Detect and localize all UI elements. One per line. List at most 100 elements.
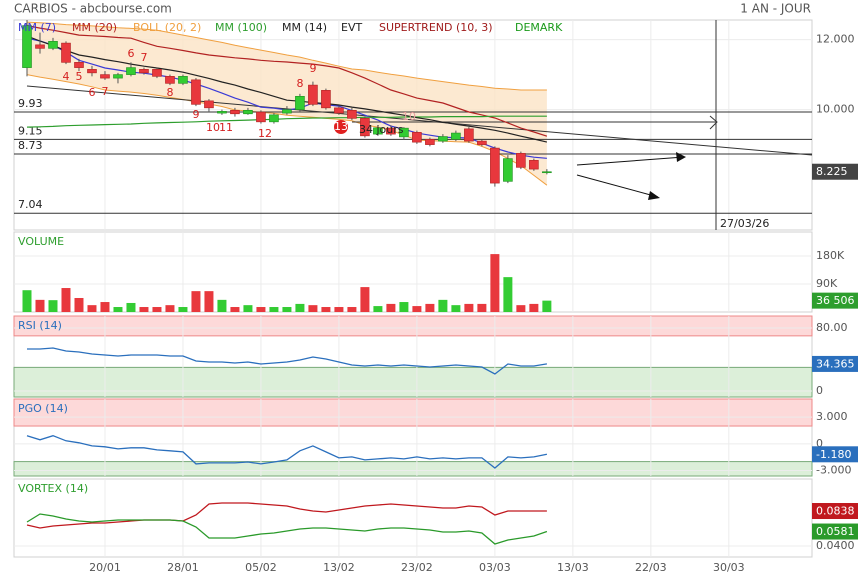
indicator-line [26,513,548,545]
volume-bar [334,307,344,312]
candle-body [178,76,188,84]
candle-body [373,127,383,135]
volume-bar [282,307,292,312]
volume-bar [48,300,58,312]
moving-average [26,25,548,137]
moving-average [26,35,548,143]
volume-bar [360,287,370,312]
demark-count: 5 [76,70,83,83]
candle-body [48,41,58,49]
candle-body [74,62,84,68]
volume-bar [477,303,487,312]
volume-bar [191,291,201,312]
candle-body [438,136,448,142]
candle-body [230,110,240,115]
candle-body [360,118,370,137]
volume-bar [386,303,396,312]
last-value: 34.365 [816,357,855,370]
candle-body [126,67,136,75]
volume-bar [100,302,110,312]
volume-bar [165,305,175,312]
candle-body [399,127,409,138]
x-tick-label: 03/03 [479,561,511,574]
candle-body [22,25,32,68]
volume-bar [542,300,552,312]
demark-count: 10 [206,121,220,134]
last-value: -1.180 [816,448,851,461]
last-value: 0.0838 [816,505,855,518]
bollinger-lower [26,74,548,186]
demark-count: 10 [402,110,416,123]
candle-body [87,69,97,74]
volume-bar [321,307,331,312]
volume-bar [61,288,71,312]
legend-item: DEMARK [515,21,563,34]
volume-bar [425,303,435,312]
moving-average [26,115,547,128]
demark-count: 6 [128,47,135,60]
oversold-zone [13,366,813,398]
candle-body [503,158,513,182]
period: 1 AN - JOUR [740,2,811,16]
candle-body [152,69,162,77]
volume-bar [178,307,188,312]
indicator-line [27,347,548,375]
volume-bar [529,303,539,312]
candle-body [100,74,110,79]
volume-bar [87,305,97,312]
x-tick-label: 13/02 [323,561,355,574]
y-tick-label: 0.0400 [816,539,855,552]
last-value-box [812,503,858,520]
candle-body [529,160,539,170]
level-label: 7.04 [18,198,43,211]
candle-body [386,127,396,135]
arrow [576,174,659,198]
demark-count: 8 [297,77,304,90]
last-price-box [812,163,858,180]
annotation: 34 jours [359,123,404,136]
demark-count: 9 [310,62,317,75]
volume-bar [35,299,45,312]
demark-count: 7 [102,85,109,98]
y-tick-label: 10.000 [816,103,855,116]
volume-bar [464,303,474,312]
y-tick-label: -3.000 [816,463,851,476]
volume-bar [373,306,383,312]
candle-body [425,139,435,145]
volume-bar [230,307,240,312]
page-title: CARBIOS - abcbourse.com [14,2,172,16]
y-tick-label: 180K [816,249,845,262]
volume-bar [516,305,526,312]
x-tick-label: 30/03 [713,561,745,574]
x-tick-label: 20/01 [89,561,121,574]
last-price: 8.225 [816,165,848,178]
demark-count: 6 [89,86,96,99]
panel [13,231,813,313]
demark-count: 11 [219,121,233,134]
y-tick-label: 12.000 [816,33,855,46]
vline-label: 27/03/26 [720,217,769,230]
last-value-box [812,355,858,372]
x-tick-label: 28/01 [167,561,199,574]
y-tick-label: 90K [816,277,838,290]
candle-body [542,171,552,174]
panel-title: VORTEX (14) [18,482,88,495]
candle-body [295,96,305,110]
volume-bar [269,307,279,312]
candle-body [334,107,344,114]
candle-body [191,79,201,105]
candle-body [451,132,461,140]
legend-item: SUPERTREND (10, 3) [379,21,493,34]
demark-count: 7 [141,51,148,64]
arrow-head [648,191,660,200]
volume-bar [256,307,266,312]
volume-bar [152,307,162,312]
panel-title: PGO (14) [18,402,68,415]
volume-bar [399,302,409,312]
arrow-head [676,152,686,162]
x-tick-label: 13/03 [557,561,589,574]
volume-bar [22,290,32,312]
bollinger-upper [26,21,547,91]
